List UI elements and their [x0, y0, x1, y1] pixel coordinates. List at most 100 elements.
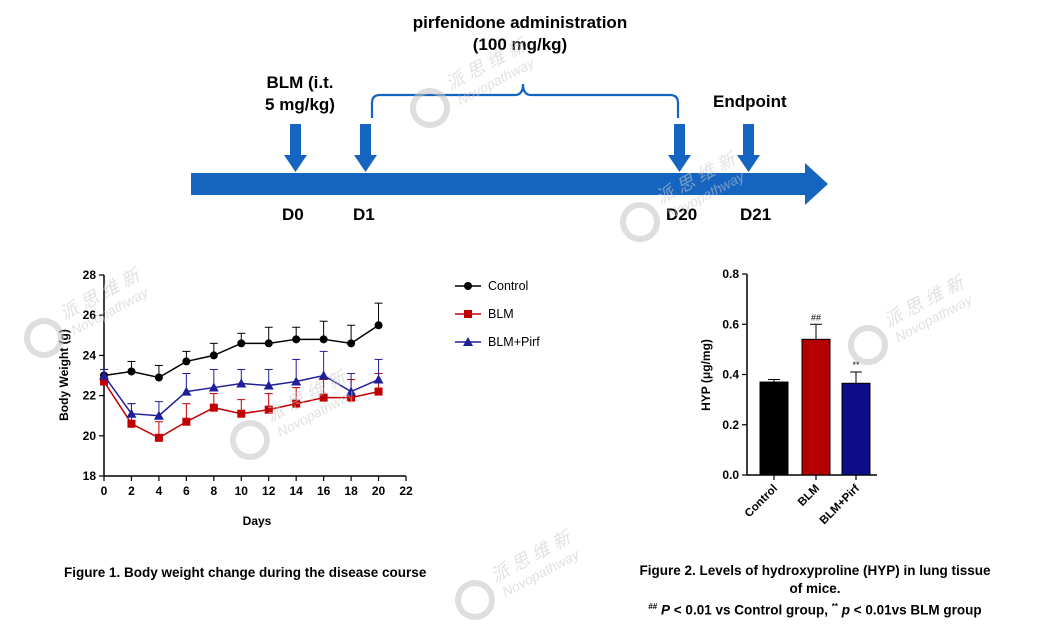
endpoint-label: Endpoint [713, 92, 787, 111]
x-axis-label: Days [243, 514, 272, 528]
data-point [236, 378, 247, 388]
x-tick-label: 22 [399, 484, 413, 498]
data-point [100, 377, 108, 386]
legend-marker-blm-pirf [455, 337, 481, 346]
watermark-logo-icon [455, 580, 495, 620]
bar-y-axis-label: HYP (μg/mg) [699, 339, 713, 411]
x-tick-label: 4 [156, 484, 163, 498]
y-tick-label: 18 [83, 469, 97, 483]
x-tick-label: 16 [317, 484, 331, 498]
data-point [209, 351, 218, 360]
caption-p1: P [661, 602, 671, 618]
legend-label-blm-pirf: BLM+Pirf [488, 335, 540, 349]
x-tick-label: 6 [183, 484, 190, 498]
bar-annotation-blm: ## [811, 312, 821, 322]
data-point [127, 419, 136, 428]
down-arrow-d0 [284, 124, 307, 172]
data-point [292, 399, 301, 408]
admin-label: pirfenidone administration (100 mg/kg) [390, 12, 650, 56]
blm-label-line2: 5 mg/kg) [265, 95, 335, 114]
figure2-caption-line2: of mice. [789, 581, 841, 596]
day-label-d21: D21 [740, 205, 772, 224]
data-point [154, 433, 163, 442]
x-tick-label: 20 [372, 484, 386, 498]
day-label-d0: D0 [282, 205, 304, 224]
data-point [209, 403, 218, 412]
x-tick-label: 12 [262, 484, 276, 498]
administration-bracket [370, 83, 680, 118]
caption-sig-star: ** [831, 602, 838, 611]
bar-blm-pirf [841, 382, 871, 476]
bar-category-label-blm-pirf: BLM+Pirf [818, 483, 863, 528]
y-tick-label: 26 [83, 308, 97, 322]
x-tick-label: 18 [344, 484, 358, 498]
legend-marker-control [455, 282, 481, 290]
caption-sig-hash: ## [648, 602, 658, 611]
data-point [153, 410, 164, 420]
y-tick-label: 24 [83, 348, 97, 362]
data-point [374, 321, 383, 330]
legend-marker-blm [455, 310, 481, 318]
watermark-cn-text: 派 思 维 新 [488, 526, 577, 586]
bar-category-label-blm: BLM [796, 483, 822, 509]
data-point [347, 393, 356, 402]
caption-text1: < 0.01 vs Control group, [670, 602, 832, 618]
hyp-bar-chart: HYP (μg/mg) 0.0 0.2 0.4 0.6 0.8 Control ## BLM *… [699, 267, 877, 528]
bar-y-tick-label: 0.4 [722, 368, 739, 382]
data-point [181, 386, 192, 396]
legend-label-control: Control [488, 279, 529, 293]
timeline-arrow [191, 163, 828, 205]
down-arrow-d21 [737, 124, 760, 172]
admin-label-line2: (100 mg/kg) [472, 35, 568, 54]
data-point [182, 417, 191, 426]
data-point [264, 405, 273, 414]
data-point [237, 409, 246, 418]
data-point [264, 339, 273, 348]
data-point [346, 386, 357, 396]
caption-text2: < 0.01vs BLM group [849, 602, 982, 618]
data-point [292, 335, 301, 344]
legend-label-blm: BLM [488, 307, 514, 321]
data-point [263, 380, 274, 390]
data-point [319, 335, 328, 344]
data-point [374, 387, 383, 396]
y-axis-label: Body Weight (g) [57, 329, 71, 421]
data-point [318, 370, 329, 380]
data-point [127, 367, 136, 376]
data-point [237, 339, 246, 348]
blm-label-line1: BLM (i.t. [266, 73, 334, 92]
down-arrow-d1 [354, 124, 377, 172]
y-tick-label: 28 [83, 268, 97, 282]
x-tick-label: 14 [290, 484, 304, 498]
bar-blm [801, 338, 831, 476]
watermark-en-text: Novopathway [499, 546, 582, 600]
series-blm [100, 368, 383, 442]
data-point [291, 376, 302, 386]
down-arrow-d20 [668, 124, 691, 172]
data-point [126, 408, 137, 418]
data-point [319, 393, 328, 402]
bar-annotation-blm-pirf: ** [852, 360, 860, 370]
data-point [208, 382, 219, 392]
timeline-diagram [191, 83, 828, 205]
data-point [99, 370, 109, 380]
figure2-caption-line1: Figure 2. Levels of hydroxyproline (HYP)… [639, 563, 991, 578]
legend-item-control: Control [453, 279, 528, 293]
data-point [154, 373, 163, 382]
admin-label-line1: pirfenidone administration [412, 13, 628, 32]
figure1-caption: Figure 1. Body weight change during the … [64, 565, 427, 580]
day-label-d1: D1 [353, 205, 375, 224]
bar-y-tick-label: 0.8 [722, 267, 739, 281]
data-point [347, 339, 356, 348]
bar-y-tick-label: 0.2 [722, 418, 739, 432]
bar-category-label-control: Control [743, 483, 780, 520]
series-control [100, 302, 383, 382]
x-tick-label: 0 [101, 484, 108, 498]
series-blm-pirf [99, 350, 384, 420]
data-point [182, 357, 191, 366]
x-tick-label: 8 [210, 484, 217, 498]
data-point [373, 374, 384, 384]
day-label-d20: D20 [666, 205, 698, 224]
